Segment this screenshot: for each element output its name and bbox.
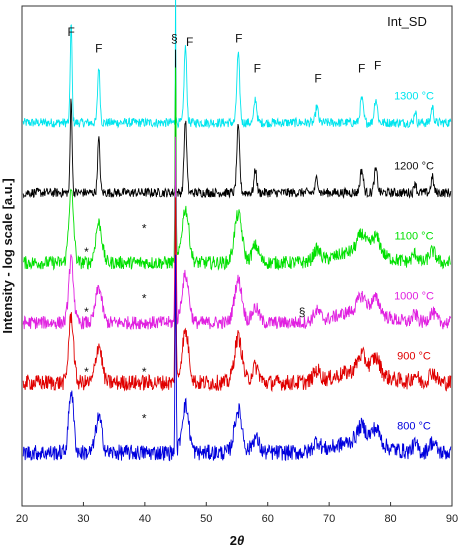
series-label-2: 1100 °C [394,230,433,242]
peak-marker-asterisk: * [142,292,147,306]
series-line-0 [22,0,452,129]
peak-marker-asterisk: * [142,412,147,426]
x-tick-label: 60 [262,513,274,525]
x-tick-label: 40 [139,513,151,525]
peak-marker-asterisk: * [142,222,147,236]
series-line-4 [22,197,452,393]
plot-area-frame [21,5,453,507]
series-label-4: 900 °C [397,350,431,362]
series-line-3 [22,136,452,331]
series-labels: 1300 °C 1200 °C 1100 °C 1000 °C 900 °C 800 °C [394,90,434,432]
series-label-3: 1000 °C [394,290,434,302]
peak-marker-f: F [254,62,261,76]
peak-marker-asterisk: * [84,305,89,319]
peak-marker-f: F [67,25,74,39]
x-tick-label: 20 [16,513,28,525]
x-tick-label: 80 [384,513,396,525]
series-label-5: 800 °C [397,420,431,432]
peak-marker-f: F [235,32,242,46]
traces-layer [22,0,452,462]
x-axis-ticks: 20 30 40 50 60 70 80 90 [16,502,458,525]
peak-marker-f: F [186,35,193,49]
series-line-5 [22,254,452,462]
peak-marker-asterisk: * [142,365,147,379]
peak-marker-section: § [299,305,306,319]
x-axis-title: 2θ [230,533,244,548]
peak-marker-f: F [358,62,365,76]
x-tick-label: 50 [200,513,212,525]
y-axis-title: Intensity - log scale [a.u.] [0,178,15,333]
series-line-1 [22,49,452,200]
peak-marker-asterisk: * [84,245,89,259]
series-line-2 [23,67,451,271]
peak-marker-asterisk: * [84,365,89,379]
series-label-0: 1300 °C [394,90,434,102]
x-tick-label: 90 [446,513,458,525]
x-tick-label: 70 [323,513,335,525]
peak-marker-f: F [314,72,321,86]
peak-marker-section: § [171,32,178,46]
peak-marker-f: F [374,58,381,72]
x-tick-label: 30 [77,513,89,525]
series-label-1: 1200 °C [394,160,434,172]
peak-marker-f: F [95,42,102,56]
panel-label: Int_SD [387,14,427,29]
